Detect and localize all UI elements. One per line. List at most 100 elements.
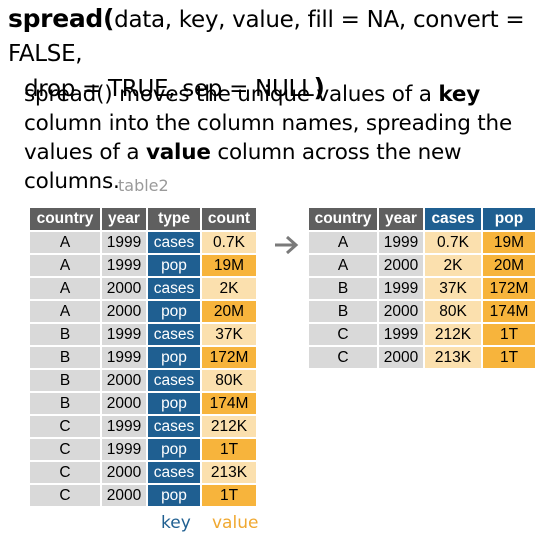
- cell-country: B: [30, 370, 100, 391]
- cell-year: 1999: [100, 255, 146, 276]
- cell-type: pop: [146, 255, 200, 276]
- cell-country: C: [30, 439, 100, 460]
- cell-year: 1999: [377, 278, 423, 299]
- table-row: B 1999 pop 172M: [30, 347, 256, 368]
- function-signature: spread(data, key, value, fill = NA, conv…: [8, 2, 555, 106]
- desc-part-2: column into the column names, spreading …: [24, 111, 512, 165]
- header-year: year: [100, 208, 146, 230]
- cell-country: A: [30, 255, 100, 276]
- cell-country: B: [30, 324, 100, 345]
- cell-type: pop: [146, 301, 200, 322]
- table-row: B 2000 pop 174M: [30, 393, 256, 414]
- table-row: B 1999 37K 172M: [309, 278, 535, 299]
- args-line-2: drop = TRUE, sep = NULL): [8, 71, 325, 106]
- cell-year: 2000: [100, 485, 146, 506]
- cell-year: 1999: [377, 232, 423, 253]
- desc-part-1: spread() moves the unique values of a: [24, 82, 439, 107]
- header-country: country: [30, 208, 100, 230]
- table-row: C 1999 pop 1T: [30, 439, 256, 460]
- desc-part-3: column across the new columns.: [24, 140, 462, 194]
- cell-pop: 1T: [481, 324, 535, 345]
- cell-count: 213K: [200, 462, 256, 483]
- cell-country: A: [309, 232, 377, 253]
- cell-country: A: [309, 255, 377, 276]
- args-line-1: data, key, value, fill = NA, convert = F…: [8, 7, 525, 67]
- cell-type: pop: [146, 485, 200, 506]
- cell-country: B: [309, 301, 377, 322]
- cell-pop: 174M: [481, 301, 535, 322]
- cell-pop: 172M: [481, 278, 535, 299]
- cell-year: 2000: [377, 347, 423, 368]
- table-row: A 2000 2K 20M: [309, 255, 535, 276]
- cell-year: 2000: [100, 301, 146, 322]
- cell-type: cases: [146, 462, 200, 483]
- table-row: A 2000 pop 20M: [30, 301, 256, 322]
- cell-country: C: [309, 347, 377, 368]
- table-row: C 2000 cases 213K: [30, 462, 256, 483]
- cell-year: 2000: [100, 462, 146, 483]
- cell-count: 212K: [200, 416, 256, 437]
- input-table: country year type count A 1999 cases 0.7K A 1…: [30, 206, 256, 508]
- cell-country: A: [30, 301, 100, 322]
- cell-count: 2K: [200, 278, 256, 299]
- cell-count: 174M: [200, 393, 256, 414]
- cell-count: 1T: [200, 485, 256, 506]
- cell-country: B: [30, 347, 100, 368]
- cell-type: cases: [146, 370, 200, 391]
- cell-cases: 2K: [423, 255, 481, 276]
- cell-country: A: [30, 232, 100, 253]
- table-row: A 1999 0.7K 19M: [309, 232, 535, 253]
- cell-country: C: [309, 324, 377, 345]
- header-count: count: [200, 208, 256, 230]
- arrow-right-icon: [275, 235, 299, 255]
- cell-country: C: [30, 416, 100, 437]
- cell-year: 1999: [100, 324, 146, 345]
- description: spread() moves the unique values of a ke…: [24, 80, 554, 196]
- cell-country: B: [30, 393, 100, 414]
- cell-year: 2000: [100, 393, 146, 414]
- cell-year: 1999: [100, 232, 146, 253]
- table-row: B 2000 cases 80K: [30, 370, 256, 391]
- cell-year: 2000: [377, 301, 423, 322]
- header-cases: cases: [423, 208, 481, 230]
- cell-year: 2000: [100, 278, 146, 299]
- cell-pop: 20M: [481, 255, 535, 276]
- close-paren: ): [313, 73, 325, 102]
- cell-year: 1999: [100, 416, 146, 437]
- table-row: A 1999 cases 0.7K: [30, 232, 256, 253]
- table-row: A 1999 pop 19M: [30, 255, 256, 276]
- cell-country: C: [30, 462, 100, 483]
- cell-country: B: [309, 278, 377, 299]
- table-row: C 1999 cases 212K: [30, 416, 256, 437]
- table-row: A 2000 cases 2K: [30, 278, 256, 299]
- cell-type: cases: [146, 278, 200, 299]
- cell-year: 2000: [100, 370, 146, 391]
- header-pop: pop: [481, 208, 535, 230]
- legend-key: key: [161, 513, 191, 533]
- cell-type: pop: [146, 347, 200, 368]
- cell-cases: 80K: [423, 301, 481, 322]
- args-line-2-text: drop = TRUE, sep = NULL: [24, 76, 314, 102]
- open-paren: (: [103, 4, 115, 33]
- cell-cases: 213K: [423, 347, 481, 368]
- cell-year: 1999: [377, 324, 423, 345]
- legend-value: value: [212, 513, 259, 533]
- cell-cases: 212K: [423, 324, 481, 345]
- output-header-row: country year cases pop: [309, 208, 535, 230]
- cell-count: 80K: [200, 370, 256, 391]
- function-name: spread: [8, 4, 104, 33]
- output-table: country year cases pop A 1999 0.7K 19M A 2000…: [309, 206, 535, 370]
- cell-year: 1999: [100, 347, 146, 368]
- cell-year: 2000: [377, 255, 423, 276]
- cell-count: 20M: [200, 301, 256, 322]
- table-row: B 1999 cases 37K: [30, 324, 256, 345]
- table-row: C 2000 213K 1T: [309, 347, 535, 368]
- cell-count: 172M: [200, 347, 256, 368]
- input-header-row: country year type count: [30, 208, 256, 230]
- cell-type: cases: [146, 416, 200, 437]
- cell-pop: 19M: [481, 232, 535, 253]
- cell-count: 37K: [200, 324, 256, 345]
- cell-count: 0.7K: [200, 232, 256, 253]
- table-name: table2: [118, 176, 169, 195]
- table-row: B 2000 80K 174M: [309, 301, 535, 322]
